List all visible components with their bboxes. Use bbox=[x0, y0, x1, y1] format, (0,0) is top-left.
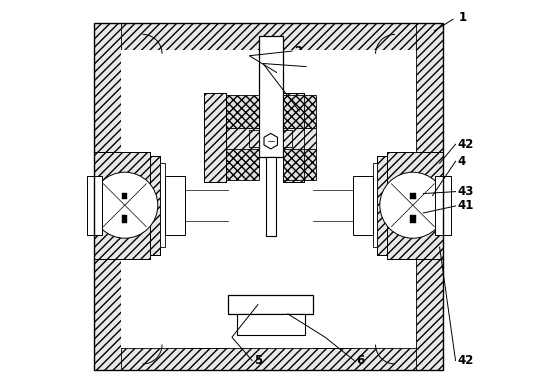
Bar bbox=[94, 348, 443, 370]
Bar bbox=[283, 93, 304, 182]
Bar bbox=[378, 156, 387, 255]
Bar bbox=[416, 23, 443, 370]
Bar bbox=[94, 23, 443, 370]
Bar bbox=[237, 314, 305, 335]
Bar bbox=[121, 50, 416, 348]
Text: 1: 1 bbox=[458, 11, 467, 24]
Bar bbox=[226, 127, 258, 149]
Text: 41: 41 bbox=[457, 199, 474, 212]
Bar bbox=[410, 215, 416, 223]
Bar bbox=[204, 93, 226, 182]
Bar bbox=[266, 157, 276, 236]
Text: 42: 42 bbox=[457, 354, 474, 367]
Bar bbox=[353, 176, 373, 235]
Text: 33: 33 bbox=[308, 60, 324, 73]
Bar bbox=[283, 93, 304, 182]
Bar bbox=[283, 129, 292, 147]
Bar bbox=[150, 156, 160, 255]
Bar bbox=[165, 176, 185, 235]
Text: 42: 42 bbox=[457, 138, 474, 151]
Bar bbox=[94, 152, 150, 259]
Bar bbox=[160, 163, 165, 247]
Text: 4: 4 bbox=[457, 155, 466, 168]
Bar bbox=[378, 156, 387, 255]
Bar bbox=[226, 147, 258, 180]
Text: 2: 2 bbox=[294, 45, 302, 57]
Polygon shape bbox=[264, 133, 277, 149]
Bar bbox=[387, 152, 443, 259]
Bar bbox=[258, 36, 283, 157]
Bar bbox=[283, 127, 316, 149]
Bar bbox=[410, 193, 416, 199]
Bar bbox=[122, 215, 128, 223]
Bar bbox=[94, 23, 121, 370]
Bar bbox=[250, 129, 258, 147]
Bar bbox=[87, 176, 102, 235]
Circle shape bbox=[92, 172, 158, 238]
Text: 6: 6 bbox=[356, 354, 364, 367]
Circle shape bbox=[380, 172, 446, 238]
Bar bbox=[436, 176, 451, 235]
Bar bbox=[94, 152, 150, 259]
Bar bbox=[228, 295, 314, 314]
Text: 43: 43 bbox=[457, 185, 474, 198]
Bar bbox=[373, 163, 378, 247]
Bar bbox=[226, 95, 258, 127]
Bar bbox=[94, 23, 443, 50]
Bar bbox=[283, 95, 316, 127]
Bar bbox=[204, 93, 226, 182]
Bar bbox=[283, 147, 316, 180]
Bar bbox=[387, 152, 443, 259]
Bar bbox=[150, 156, 160, 255]
Text: 5: 5 bbox=[254, 354, 262, 367]
Bar bbox=[122, 193, 128, 199]
